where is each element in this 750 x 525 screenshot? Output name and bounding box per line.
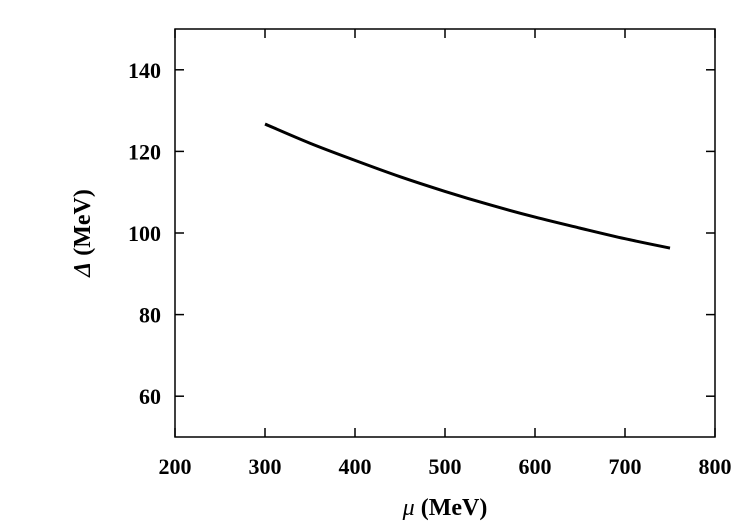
y-tick-label: 100 [128,221,161,246]
series-line [264,122,671,250]
x-tick-label: 500 [429,454,462,479]
y-tick-label: 140 [128,58,161,83]
x-tick-label: 300 [249,454,282,479]
y-axis-symbol: Δ [70,262,96,278]
plot-frame [174,28,716,438]
y-tick-label: 120 [128,139,161,164]
ticks [174,29,716,437]
x-axis-unit: (MeV) [421,495,488,521]
y-axis-unit: (MeV) [70,189,96,256]
y-tick-label: 60 [139,384,161,409]
tick-labels: 200 300 400 500 600 700 800 60 80 100 120 140 [128,58,732,479]
x-tick-label: 600 [519,454,552,479]
y-axis-label: Δ (MeV) [70,189,96,278]
x-tick-label: 400 [339,454,372,479]
x-tick-label: 700 [609,454,642,479]
x-tick-label: 800 [699,454,732,479]
y-tick-label: 80 [139,303,161,328]
x-axis-label: μ (MeV) [402,495,488,521]
x-axis-symbol: μ [402,495,415,521]
x-tick-label: 200 [159,454,192,479]
